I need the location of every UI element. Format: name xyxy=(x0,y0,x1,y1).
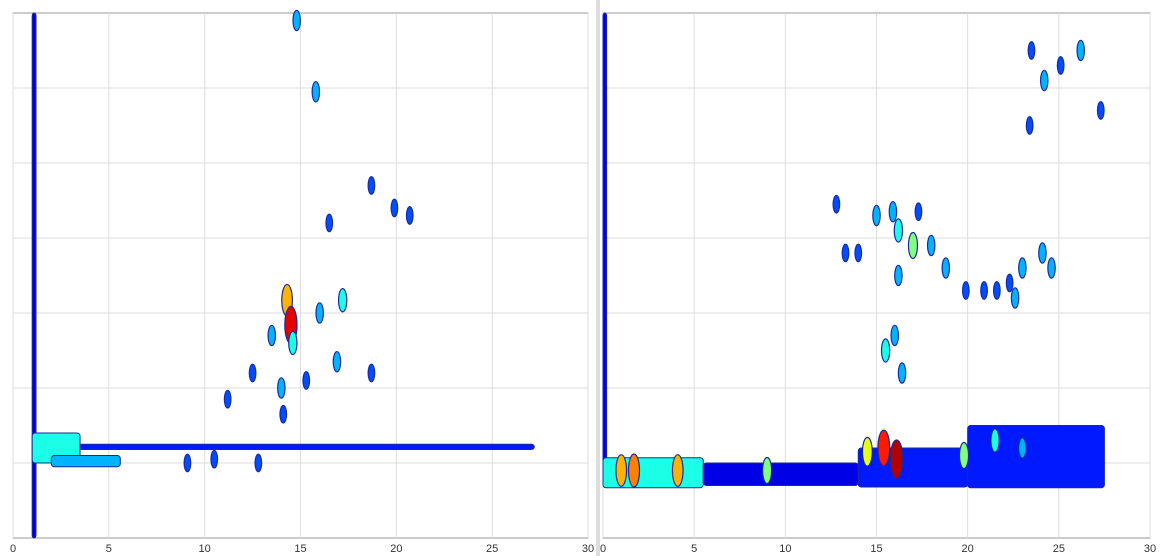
peak-spot xyxy=(991,429,999,452)
x-tick-label: 25 xyxy=(1053,543,1065,555)
peak-spot xyxy=(1019,258,1026,278)
x-tick-label: 25 xyxy=(486,543,498,555)
peak-spot xyxy=(873,205,880,225)
peak-spot xyxy=(908,233,917,259)
peak-spot xyxy=(224,390,231,408)
peak-spot xyxy=(878,430,890,466)
peak-spot xyxy=(1011,288,1018,308)
peak-spot xyxy=(890,440,903,479)
peak-spot xyxy=(333,352,340,372)
x-tick-label: 5 xyxy=(691,543,697,555)
x-tick-label: 30 xyxy=(1144,543,1156,555)
peak-spot xyxy=(339,289,347,312)
x-tick-label: 15 xyxy=(294,543,306,555)
peak-spot xyxy=(891,325,898,345)
peak-spot xyxy=(326,214,333,232)
x-tick-label: 0 xyxy=(600,543,606,555)
x-tick-label: 5 xyxy=(106,543,112,555)
x-tick-label: 10 xyxy=(779,543,791,555)
peak-spot xyxy=(616,455,627,487)
peak-spot xyxy=(889,202,896,222)
peak-spot xyxy=(1039,243,1046,263)
peak-spot xyxy=(289,331,297,354)
peak-spot xyxy=(1077,40,1084,60)
peak-spot xyxy=(312,82,319,102)
peak-spot xyxy=(1057,57,1064,75)
peak-spot xyxy=(278,378,285,398)
chart: 0 5 10 15 20 25 30 0 5 10 15 20 25 30 xyxy=(0,0,1162,556)
peak-spot xyxy=(942,258,949,278)
peak-spot xyxy=(406,207,413,225)
peak-spot xyxy=(960,443,969,469)
peak-spot xyxy=(1026,117,1033,135)
peak-spot xyxy=(898,363,905,383)
peak-spot xyxy=(882,339,890,362)
peak-spot xyxy=(1041,70,1048,90)
peak-spot xyxy=(249,364,256,382)
x-tick-label: 10 xyxy=(199,543,211,555)
streak xyxy=(703,463,858,486)
peak-spot xyxy=(184,454,191,472)
peak-spot xyxy=(833,195,840,213)
streak xyxy=(858,448,967,487)
page: 051015202530051015202530 (() => { const … xyxy=(0,0,1162,556)
peak-spot xyxy=(211,450,218,468)
peak-spot xyxy=(280,405,287,423)
x-tick-label: 20 xyxy=(390,543,402,555)
peak-spot xyxy=(1097,102,1104,120)
peak-spot xyxy=(303,372,310,390)
streak xyxy=(968,426,1105,488)
x-tick-label: 20 xyxy=(962,543,974,555)
x-tick-label: 15 xyxy=(870,543,882,555)
peak-spot xyxy=(763,458,772,484)
panel-divider xyxy=(596,0,600,556)
peak-spot xyxy=(628,454,639,487)
peak-spot xyxy=(255,454,262,472)
peak-spot xyxy=(1019,438,1026,458)
peak-spot xyxy=(1048,258,1055,278)
peak-spot xyxy=(672,455,683,487)
peak-spot xyxy=(293,10,300,30)
peak-spot xyxy=(895,265,902,285)
peak-spot xyxy=(268,325,275,345)
peak-spot xyxy=(994,282,1001,300)
peak-spot xyxy=(915,203,922,221)
peak-spot xyxy=(981,282,988,300)
streak xyxy=(32,444,534,449)
peak-spot xyxy=(928,235,935,255)
streak xyxy=(51,456,120,467)
peak-spot xyxy=(862,437,872,466)
peak-spot xyxy=(368,364,375,382)
peak-spot xyxy=(316,303,323,323)
x-tick-label: 0 xyxy=(10,543,16,555)
peak-spot xyxy=(855,244,862,262)
peak-spot xyxy=(391,199,398,217)
streak xyxy=(603,13,607,486)
peak-spot xyxy=(894,219,902,242)
peak-spot xyxy=(842,244,849,262)
x-tick-label: 30 xyxy=(582,543,594,555)
peak-spot xyxy=(963,282,970,300)
peak-spot xyxy=(368,177,375,195)
peak-spot xyxy=(1006,274,1013,292)
peak-spot xyxy=(1028,42,1035,60)
